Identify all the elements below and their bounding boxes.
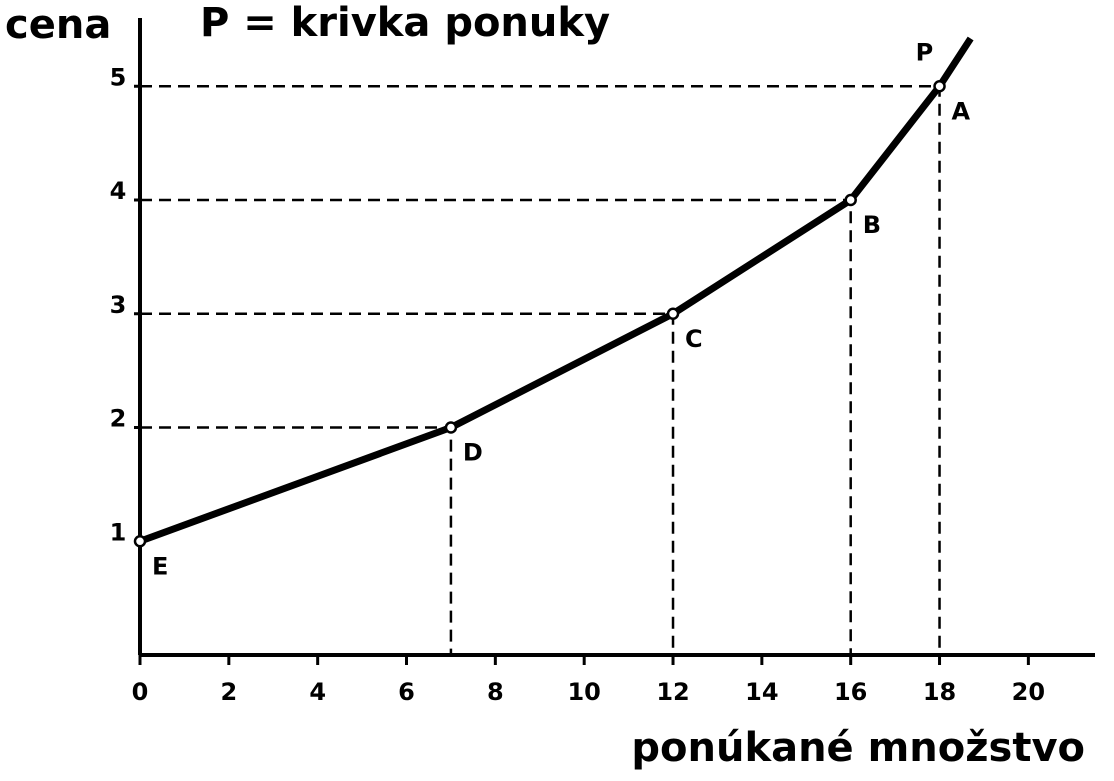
point-label: A	[952, 97, 971, 125]
x-tick-label: 8	[487, 678, 504, 706]
point	[933, 80, 946, 93]
x-tick-label: 12	[656, 678, 689, 706]
point-label: E	[152, 552, 168, 580]
point-label: D	[463, 439, 483, 467]
guide-line	[140, 312, 675, 655]
chart-title: P = krivka ponuky	[200, 0, 610, 46]
point	[666, 307, 680, 320]
x-tick-label: 18	[923, 678, 956, 706]
supply-curve	[138, 36, 974, 545]
guide-line	[140, 426, 453, 655]
x-tick-label: 20	[1012, 678, 1045, 706]
x-tick-label: 6	[398, 678, 415, 706]
y-tick-label: 2	[110, 405, 127, 433]
x-tick-label: 0	[132, 678, 149, 706]
guide-line	[140, 85, 941, 655]
y-tick-label: 4	[110, 177, 127, 205]
x-tick-label: 14	[745, 678, 778, 706]
point	[444, 421, 458, 434]
x-tick-label: 10	[567, 678, 600, 706]
x-tick-label: 16	[834, 678, 867, 706]
x-tick-label: 2	[220, 678, 237, 706]
point-label: C	[685, 325, 703, 353]
point	[844, 193, 857, 207]
y-tick-label: 3	[110, 291, 127, 319]
point	[133, 535, 147, 548]
point-label: B	[863, 211, 881, 239]
x-axis-label: ponúkané množstvo	[631, 725, 1085, 771]
y-axis-label: cena	[5, 2, 111, 48]
y-tick-label: 5	[110, 63, 127, 91]
x-tick-label: 4	[309, 678, 326, 706]
series-label: P	[916, 38, 934, 66]
y-tick-label: 1	[110, 518, 127, 546]
